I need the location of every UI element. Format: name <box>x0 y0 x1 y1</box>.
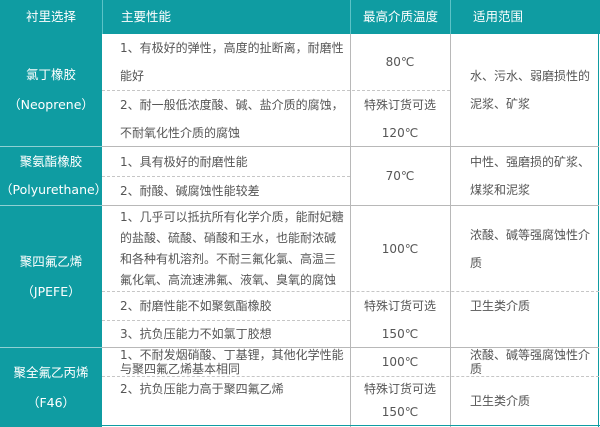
header-properties: 主要性能 <box>102 0 350 34</box>
temp-special: 特殊订货可选 150℃ <box>350 377 450 425</box>
property-text: 2、耐磨性能不如聚氨酯橡胶 <box>120 299 272 313</box>
special-order-label: 特殊订货可选 <box>363 298 436 313</box>
lining-name: 氯丁橡胶 <box>25 67 76 82</box>
special-order-label: 特殊订货可选 <box>363 97 436 112</box>
temp-value: 150℃ <box>381 326 419 341</box>
temp-special: 特殊订货可选 120℃ <box>350 91 450 146</box>
header-scope: 适用范围 <box>450 0 600 34</box>
scope-text: 浓酸、碱等强腐蚀性介质 <box>470 348 591 376</box>
scope-text: 浓酸、碱等强腐蚀性介质 <box>470 227 591 270</box>
temp-value: 70℃ <box>385 169 415 183</box>
lining-polyurethane: 聚氨酯橡胶 （Polyurethane） <box>0 147 108 205</box>
lining-f46: 聚全氟乙丙烯 （F46） <box>0 348 102 427</box>
temp-value: 100℃ <box>381 241 419 256</box>
lining-name: 聚四氟乙烯 <box>19 253 83 269</box>
property-text: 2、抗负压能力高于聚四氟乙烯 <box>120 382 284 396</box>
property-text: 3、抗负压能力不如氯丁胶想 <box>120 327 272 341</box>
temp-value: 80℃ <box>385 55 415 69</box>
temp-value: 120℃ <box>381 125 419 140</box>
property-text: 1、不耐发烟硝酸、丁基锂，其他化学性能与聚四氟乙烯基本相同 <box>120 348 344 376</box>
scope-text: 中性、强磨损的矿浆、煤浆和泥浆 <box>470 155 591 197</box>
lining-code: （JPEFE） <box>21 283 81 299</box>
lining-code: （F46） <box>26 394 76 410</box>
lining-name: 聚氨酯橡胶 <box>19 154 83 169</box>
header-max-temp: 最高介质温度 <box>350 0 450 34</box>
temp-value: 150℃ <box>381 405 419 419</box>
property-text: 2、耐酸、碱腐蚀性能较差 <box>120 184 260 198</box>
temp-special: 特殊订货可选 150℃ <box>350 292 450 347</box>
lining-neoprene: 氯丁橡胶 （Neoprene） <box>0 34 102 146</box>
temp-value: 100℃ <box>381 355 419 369</box>
property-text: 1、具有极好的耐磨性能 <box>120 154 248 169</box>
scope-text: 卫生类介质 <box>470 299 531 313</box>
property-text: 1、几乎可以抵抗所有化学介质，能耐妃糖的盐酸、硫酸、硝酸和王水，也能耐浓碱和各种… <box>120 209 344 287</box>
header-lining: 衬里选择 <box>0 0 102 34</box>
property-text: 2、耐一般低浓度酸、碱、盐介质的腐蚀，不耐氧化性介质的腐蚀 <box>120 97 344 140</box>
lining-name: 聚全氟乙丙烯 <box>13 364 89 380</box>
scope-text: 水、污水、弱磨损性的泥浆、矿浆 <box>470 69 591 111</box>
lining-ptfe: 聚四氟乙烯 （JPEFE） <box>0 206 102 347</box>
scope-text: 卫生类介质 <box>470 394 531 408</box>
lining-code: （Neoprene） <box>8 97 94 112</box>
lining-code: （Polyurethane） <box>0 182 108 197</box>
special-order-label: 特殊订货可选 <box>363 382 436 396</box>
property-text: 1、有极好的弹性，高度的扯断离，耐磨性能好 <box>120 41 344 83</box>
